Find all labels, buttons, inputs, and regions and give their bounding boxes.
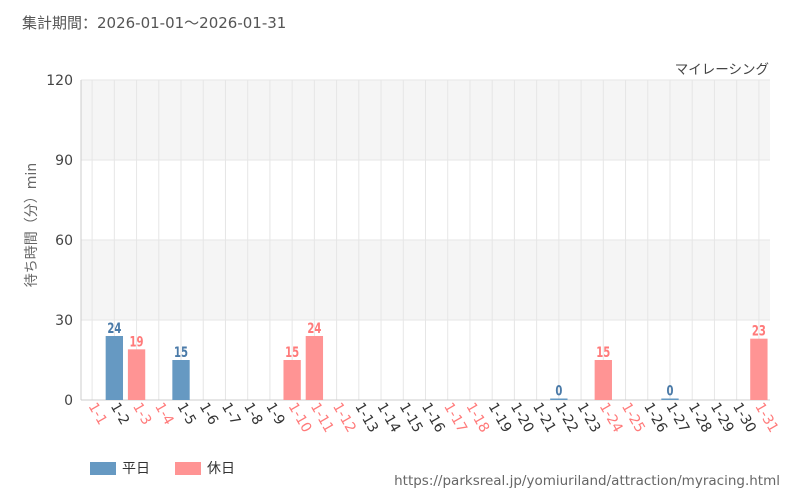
x-tick-label-1-3: 1-3 xyxy=(129,400,154,428)
x-tick-label-1-4: 1-4 xyxy=(151,400,176,428)
data-label-1-31: 23 xyxy=(752,322,766,339)
y-axis-label: 待ち時間（分）min xyxy=(24,163,40,287)
bar-1-27 xyxy=(661,398,679,400)
x-tick-label-1-7: 1-7 xyxy=(218,400,243,428)
bar-1-22 xyxy=(550,398,568,400)
bar-1-3 xyxy=(127,349,146,400)
y-tick-label: 30 xyxy=(55,313,73,329)
legend-weekday-label: 平日 xyxy=(122,461,150,477)
x-tick-label-1-8: 1-8 xyxy=(240,400,265,428)
y-tick-label: 90 xyxy=(55,153,73,169)
data-label-1-3: 19 xyxy=(130,333,144,350)
data-label-1-27: 0 xyxy=(666,382,673,399)
data-label-1-2: 24 xyxy=(107,320,121,337)
legend-holiday-swatch xyxy=(175,461,201,475)
chart-title: マイレーシング xyxy=(675,62,769,78)
x-tick-label-1-31: 1-31 xyxy=(751,400,781,436)
x-tick-label-1-6: 1-6 xyxy=(196,400,221,428)
x-axis-ticks: 1-11-21-31-41-51-61-71-81-91-101-111-121… xyxy=(85,400,782,436)
source-url[interactable]: https://parksreal.jp/yomiuriland/attract… xyxy=(394,473,780,489)
data-label-1-24: 15 xyxy=(596,344,610,361)
legend-holiday-label: 休日 xyxy=(207,461,235,477)
y-tick-label: 120 xyxy=(46,73,73,89)
y-axis-ticks: 0 30 60 90 120 xyxy=(46,73,73,409)
x-tick-label-1-2: 1-2 xyxy=(107,400,132,428)
legend-holiday: 休日 xyxy=(175,458,235,478)
bar-1-2 xyxy=(105,336,124,400)
chart-bars xyxy=(105,336,768,400)
data-label-1-11: 24 xyxy=(307,320,321,337)
y-tick-label: 0 xyxy=(64,393,73,409)
data-label-1-22: 0 xyxy=(555,382,562,399)
bar-1-24 xyxy=(594,360,612,400)
bar-1-10 xyxy=(283,360,301,400)
x-tick-label-1-9: 1-9 xyxy=(262,400,287,428)
period-label: 集計期間：2026-01-01〜2026-01-31 xyxy=(22,14,287,32)
bar-1-5 xyxy=(172,360,190,400)
x-tick-label-1-1: 1-1 xyxy=(85,400,110,428)
data-label-1-10: 15 xyxy=(285,344,299,361)
x-tick-label-1-5: 1-5 xyxy=(174,400,199,428)
legend-weekday-swatch xyxy=(90,461,116,475)
chart-data-labels: 24 19 15 15 24 0 15 0 23 xyxy=(107,320,766,399)
data-label-1-5: 15 xyxy=(174,344,188,361)
bar-1-31 xyxy=(750,338,768,400)
bar-1-11 xyxy=(305,336,324,400)
legend-weekday: 平日 xyxy=(90,458,150,478)
y-tick-label: 60 xyxy=(55,233,73,249)
